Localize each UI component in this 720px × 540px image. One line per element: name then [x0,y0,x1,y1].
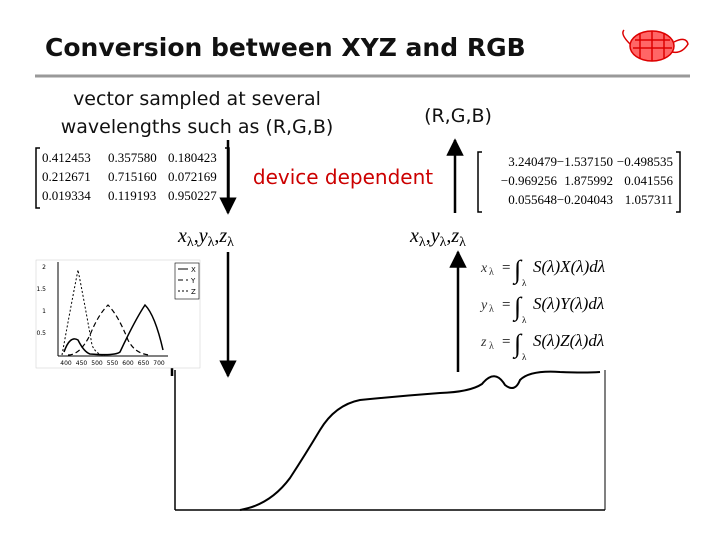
coord-sep: , [446,225,451,247]
cmf-x-tick-label: 450 [76,360,88,367]
teapot-icon [622,29,689,62]
coord-sub: λ [187,235,194,250]
cmf-x-tick-label: 600 [122,360,134,367]
matrix-cell: 0.072169 [168,169,217,184]
cmf-legend-label: Z [191,288,196,296]
matrix-cell: 0.950227 [168,188,217,203]
coord-sep: , [426,225,431,247]
equations: x λ = ∫ λS(λ)X(λ)dλy λ = ∫ λS(λ)Y(λ)dλz λ = ∫ λS(λ)Z… [479,255,605,362]
coord-sep: , [214,225,219,247]
coord-sep: , [194,225,199,247]
matrix-cell: 0.055648 [508,192,557,207]
spectrum-plot [174,370,606,511]
eq-integral-sub: λ [522,278,527,288]
coord-sub: λ [227,235,234,250]
matrix-cell: 0.357580 [108,150,157,165]
cmf-x-tick-label: 400 [60,360,72,367]
coord-sub: λ [208,235,215,250]
matrix-cell: 0.041556 [624,173,673,188]
coord-var: x [409,225,419,247]
coord-var: z [218,225,227,247]
coords: xλ,yλ,zλ [409,225,466,250]
eq-integral: ∫ [512,292,523,322]
matrix-cell: 0.212671 [42,169,91,184]
eq-rhs: S(λ)X(λ)dλ [533,257,605,276]
matrix-cell: 1.875992 [564,173,613,188]
eq-lhs: x [480,261,488,276]
matrix-cell: −0.969256 [501,173,558,188]
cmf-x-tick-label: 500 [91,360,103,367]
cmf-y-tick-label: 1.5 [36,286,46,293]
coord-sub: λ [419,235,426,250]
cmf-x-tick-label: 700 [153,360,165,367]
eq-lhs: y [479,298,488,313]
matrix-cell: 0.180423 [168,150,217,165]
matrix-cell: 3.240479 [508,154,557,169]
slide-title: Conversion between XYZ and RGB [45,33,526,62]
cmf-x-tick-label: 550 [107,360,119,367]
cmf-y-tick-label: 2 [42,264,46,271]
coords: xλ,yλ,zλ [177,225,234,250]
eq-integral-sub: λ [522,352,527,362]
matrix-cell: 1.057311 [625,192,673,207]
eq-equals: = [502,334,510,350]
coord-sub: λ [440,235,447,250]
eq-rhs: S(λ)Y(λ)dλ [533,294,604,313]
matrix-cell: 0.715160 [108,169,157,184]
eq-rhs: S(λ)Z(λ)dλ [533,331,604,350]
eq-equals: = [502,297,510,313]
eq-lhs-sub: λ [489,267,494,278]
right-matrix: 3.240479 −1.537150 −0.498535 −0.969256 1.875… [477,151,681,213]
left-coords: xλ,yλ,zλ [177,225,234,250]
left-text-line: vector sampled at several [73,88,321,110]
cmf-plot: 2 1.5 1 0.5 400 450 500 550 600 650 700 XYZ [35,259,201,369]
middle-label: device dependent [253,165,433,189]
eq-integral: ∫ [512,329,523,359]
coord-var: z [450,225,459,247]
cmf-legend-label: Y [190,277,196,285]
cmf-y-tick-label: 0.5 [36,330,46,337]
coord-var: y [197,225,208,247]
matrix-cell: 0.119193 [108,188,156,203]
right-label: (R,G,B) [424,105,492,127]
matrix-cell: 0.412453 [42,150,91,165]
right-coords: xλ,yλ,zλ [409,225,466,250]
left-matrix: 0.412453 0.357580 0.180423 0.212671 0.715160… [35,147,230,209]
cmf-x-tick-label: 650 [138,360,150,367]
eq-lhs-sub: λ [489,304,494,315]
matrix-cell: −1.537150 [557,154,613,169]
eq-integral: ∫ [512,255,523,285]
cmf-legend-label: X [191,266,196,274]
coord-var: x [177,225,187,247]
eq-lhs-sub: λ [489,341,494,352]
eq-lhs: z [480,335,487,350]
eq-integral-sub: λ [522,315,527,325]
coord-var: y [429,225,440,247]
matrix-cell: −0.498535 [617,154,673,169]
matrix-cell: −0.204043 [557,192,613,207]
left-text-line: wavelengths such as (R,G,B) [61,116,334,138]
coord-sub: λ [459,235,466,250]
cmf-y-tick-label: 1 [42,308,46,315]
matrix-cell: 0.019334 [42,188,91,203]
eq-equals: = [502,260,510,276]
